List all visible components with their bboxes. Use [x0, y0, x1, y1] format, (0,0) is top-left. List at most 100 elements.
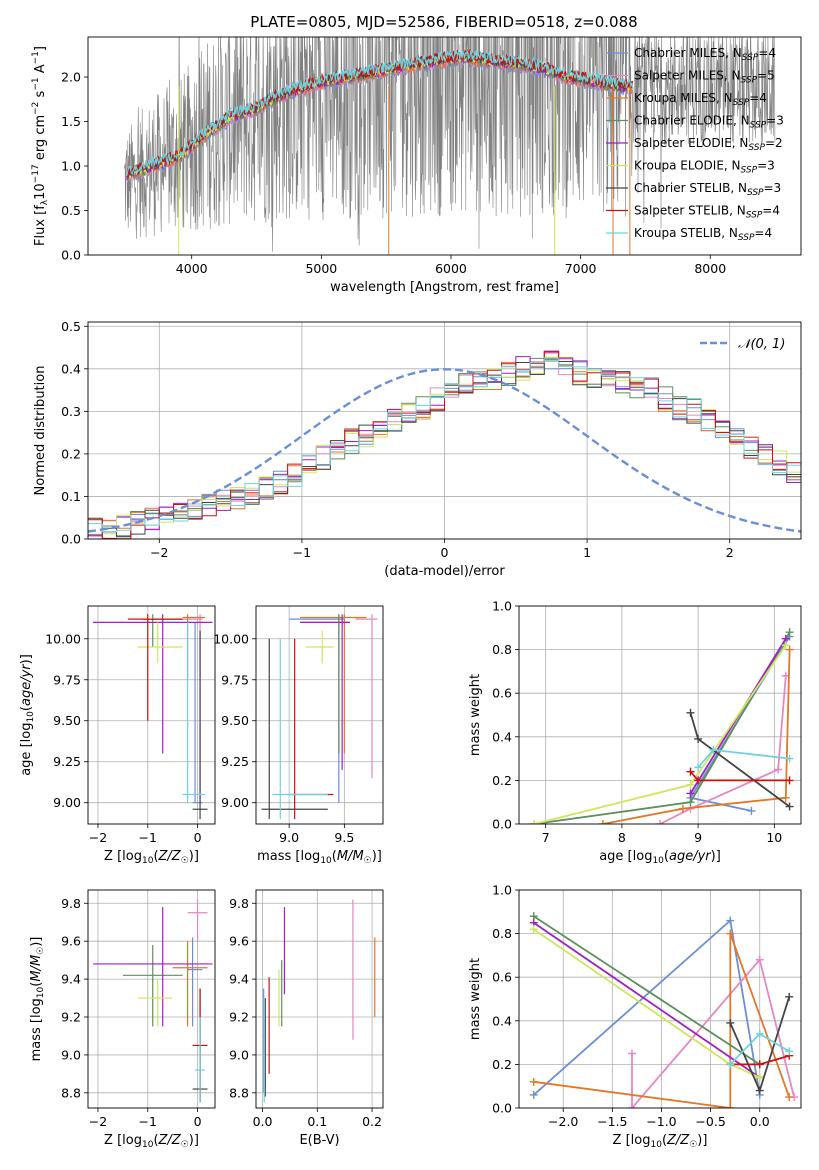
- y-tick-label: 9.50: [221, 713, 249, 728]
- x-tick-label: 8000: [694, 261, 726, 276]
- legend-label: Salpeter ELODIE, NSSP=2: [634, 136, 783, 153]
- weight-marker: [785, 1047, 794, 1056]
- y-axis-label: Normed distribution: [33, 366, 48, 496]
- plot-area-mw-age: [519, 606, 801, 824]
- x-tick-label: 0: [441, 545, 449, 560]
- weight-marker: [726, 916, 735, 925]
- weight-marker: [686, 798, 695, 807]
- plot-area-age-z: [88, 606, 215, 824]
- panel-mw-age: 7 8 9 10 0.0 0.2 0.4 0.6 0.8 1.0 age [log10(age/yr…: [468, 599, 802, 866]
- y-tick-label: 0.6: [492, 686, 512, 701]
- x-tick-label: 0: [194, 830, 202, 845]
- weight-marker: [755, 1029, 764, 1038]
- y-tick-label: 9.2: [61, 1010, 81, 1025]
- weight-marker: [678, 804, 687, 813]
- weight-marker: [627, 1049, 636, 1058]
- y-tick-label: 0.6: [492, 970, 512, 985]
- weight-marker: [785, 628, 794, 637]
- weight-marker: [747, 806, 756, 815]
- weight-marker: [755, 955, 764, 964]
- legend-label: Chabrier ELODIE, NSSP=3: [634, 114, 784, 131]
- y-axis-label: mass weight: [468, 958, 483, 1040]
- x-axis-label: wavelength [Angstrom, rest frame]: [330, 280, 559, 295]
- x-tick-label: 0.2: [362, 1114, 382, 1129]
- x-tick-label: −1.5: [597, 1114, 627, 1129]
- y-tick-label: 0.0: [61, 532, 81, 547]
- plot-area-residuals: [88, 322, 801, 539]
- weight-marker: [755, 1073, 764, 1082]
- x-tick-label: 9: [694, 830, 702, 845]
- y-tick-label: 9.8: [229, 896, 249, 911]
- plot-area-spectrum: [124, 37, 776, 255]
- y-tick-label: 8.8: [229, 1085, 249, 1100]
- y-tick-label: 10.00: [213, 631, 249, 646]
- weight-marker: [694, 763, 703, 772]
- panel-mw-z: −2.0 −1.5 −1.0 −0.5 0.0 0.0 0.2 0.4 0.6 0.8 1.0 Z […: [468, 883, 802, 1150]
- y-tick-label: 9.0: [61, 1047, 81, 1062]
- weight-marker: [529, 925, 538, 934]
- x-tick-label: 9.5: [334, 830, 354, 845]
- weight-marker: [726, 1104, 735, 1108]
- panel-age-mass: 9.0 9.5 9.00 9.25 9.50 9.75 10.00 mass [log10(M…: [213, 605, 384, 866]
- y-tick-label: 9.00: [221, 795, 249, 810]
- x-axis-label: E(B-V): [299, 1133, 339, 1148]
- y-tick-label: 8.8: [61, 1085, 81, 1100]
- weight-line-2: [602, 649, 791, 824]
- axes-frame: [87, 321, 802, 540]
- weight-marker: [529, 1090, 538, 1099]
- weight-marker: [726, 1060, 735, 1069]
- model-spectrum-line-8: [126, 49, 634, 176]
- histogram-7: [88, 351, 801, 539]
- y-axis-label: Flux [fλ10−17 erg cm−2 s−1 A−1]: [31, 46, 50, 246]
- x-tick-label: 9.0: [279, 830, 299, 845]
- x-tick-label: −2: [150, 545, 168, 560]
- y-tick-label: 0.5: [61, 319, 81, 334]
- x-tick-label: 0.0: [253, 1114, 273, 1129]
- y-tick-label: 0.4: [61, 361, 81, 376]
- y-tick-label: 10.00: [45, 631, 81, 646]
- x-tick-label: −1: [293, 545, 311, 560]
- y-tick-label: 9.4: [61, 972, 81, 987]
- x-tick-label: −2: [89, 1114, 107, 1129]
- y-axis-label: mass weight: [468, 674, 483, 756]
- weight-marker: [726, 1018, 735, 1027]
- weight-marker: [774, 765, 783, 774]
- weight-marker: [785, 776, 794, 785]
- weight-marker: [709, 745, 718, 754]
- y-tick-label: 0.4: [492, 1013, 512, 1028]
- plot-area-age-mass: [256, 606, 383, 824]
- x-axis-label: Z [log10(Z/Z☉)]: [104, 1133, 199, 1150]
- weight-line-3: [533, 915, 761, 1066]
- legend-label: Salpeter STELIB, NSSP=4: [634, 204, 780, 221]
- panel-spectrum: 4000 5000 6000 7000 8000 0.0 0.5 1.0 1.5 2.0 Chabr…: [31, 36, 802, 295]
- weight-marker: [726, 929, 735, 938]
- legend-label: Kroupa STELIB, NSSP=4: [634, 226, 772, 243]
- axes-frame: [87, 889, 216, 1109]
- weight-marker: [781, 641, 790, 650]
- weight-marker: [694, 776, 703, 785]
- figure-title: PLATE=0805, MJD=52586, FIBERID=0518, z=0…: [250, 13, 637, 31]
- x-tick-label: −1: [139, 1114, 157, 1129]
- plot-area-mw-z: [519, 890, 801, 1108]
- weight-marker: [694, 734, 703, 743]
- y-tick-label: 9.8: [61, 896, 81, 911]
- x-tick-label: −1: [139, 830, 157, 845]
- weight-marker: [598, 820, 607, 824]
- y-tick-label: 9.25: [221, 754, 249, 769]
- y-tick-label: 1.0: [492, 883, 512, 898]
- weight-marker: [785, 645, 794, 654]
- weight-marker: [686, 767, 695, 776]
- x-tick-label: 7: [542, 830, 550, 845]
- x-tick-label: 6000: [435, 261, 467, 276]
- y-tick-label: 0.2: [61, 446, 81, 461]
- legend-gauss-label: 𝒩(0, 1): [738, 337, 785, 352]
- x-axis-label: age [log10(age/yr)]: [599, 849, 721, 866]
- weight-marker: [686, 780, 695, 789]
- axes-frame: [87, 36, 802, 256]
- y-tick-label: 9.4: [229, 972, 249, 987]
- plot-area-mass-z: [88, 890, 215, 1108]
- weight-marker: [686, 708, 695, 717]
- panel-mass-ebv: 0.0 0.1 0.2 8.8 9.0 9.2 9.4 9.6 9.8 E(B-V): [229, 889, 384, 1148]
- weight-marker: [785, 754, 794, 763]
- y-tick-label: 0.2: [492, 1057, 512, 1072]
